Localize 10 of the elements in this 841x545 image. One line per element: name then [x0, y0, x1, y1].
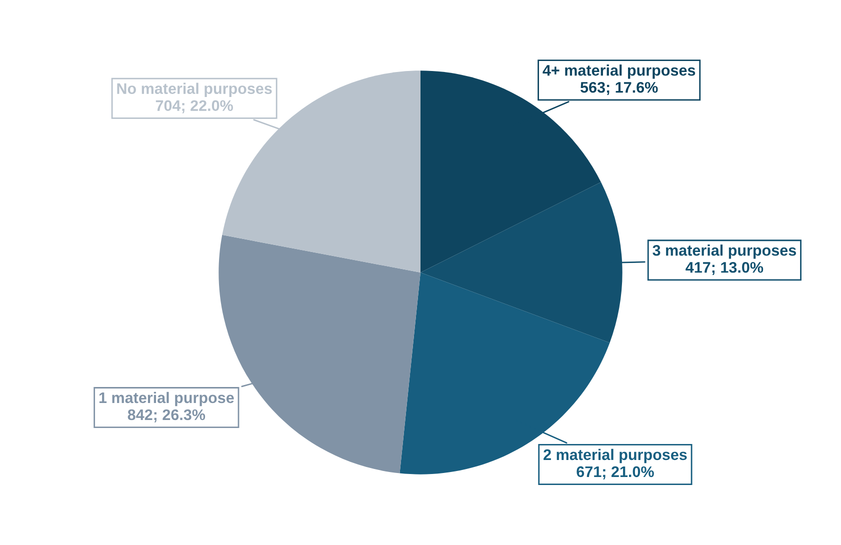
slice-label: 1 material purpose: [99, 392, 234, 406]
data-label: 417; 13.0%: [686, 262, 764, 276]
data-label: 704; 22.0%: [156, 100, 233, 114]
slice-label: 4+ material purposes: [542, 64, 696, 79]
data-label: 671; 21.0%: [576, 466, 654, 480]
slice-label: No material purposes: [117, 82, 272, 98]
data-label: 842; 26.3%: [128, 409, 206, 422]
slice-label: 3 material purposes: [652, 244, 796, 259]
data-label: 563; 17.6%: [580, 82, 658, 95]
slice-label: 2 material purposes: [544, 448, 687, 464]
